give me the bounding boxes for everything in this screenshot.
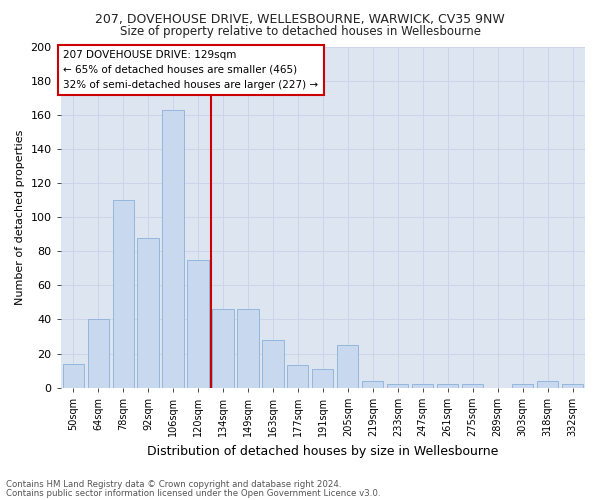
Bar — [113, 200, 134, 388]
Text: Contains HM Land Registry data © Crown copyright and database right 2024.: Contains HM Land Registry data © Crown c… — [6, 480, 341, 489]
Bar — [137, 238, 159, 388]
Bar — [437, 384, 458, 388]
Bar — [512, 384, 533, 388]
Bar — [312, 369, 334, 388]
Bar — [187, 260, 209, 388]
Bar — [362, 381, 383, 388]
Bar — [412, 384, 433, 388]
Bar — [462, 384, 483, 388]
Bar — [537, 381, 558, 388]
Y-axis label: Number of detached properties: Number of detached properties — [15, 130, 25, 305]
Bar — [212, 309, 233, 388]
Bar — [287, 366, 308, 388]
Bar — [88, 320, 109, 388]
Bar — [562, 384, 583, 388]
X-axis label: Distribution of detached houses by size in Wellesbourne: Distribution of detached houses by size … — [147, 444, 499, 458]
Text: 207 DOVEHOUSE DRIVE: 129sqm
← 65% of detached houses are smaller (465)
32% of se: 207 DOVEHOUSE DRIVE: 129sqm ← 65% of det… — [63, 50, 319, 90]
Bar — [62, 364, 84, 388]
Text: Size of property relative to detached houses in Wellesbourne: Size of property relative to detached ho… — [119, 25, 481, 38]
Bar — [238, 309, 259, 388]
Text: 207, DOVEHOUSE DRIVE, WELLESBOURNE, WARWICK, CV35 9NW: 207, DOVEHOUSE DRIVE, WELLESBOURNE, WARW… — [95, 12, 505, 26]
Bar — [337, 345, 358, 388]
Bar — [262, 340, 284, 388]
Text: Contains public sector information licensed under the Open Government Licence v3: Contains public sector information licen… — [6, 488, 380, 498]
Bar — [387, 384, 409, 388]
Bar — [163, 110, 184, 388]
